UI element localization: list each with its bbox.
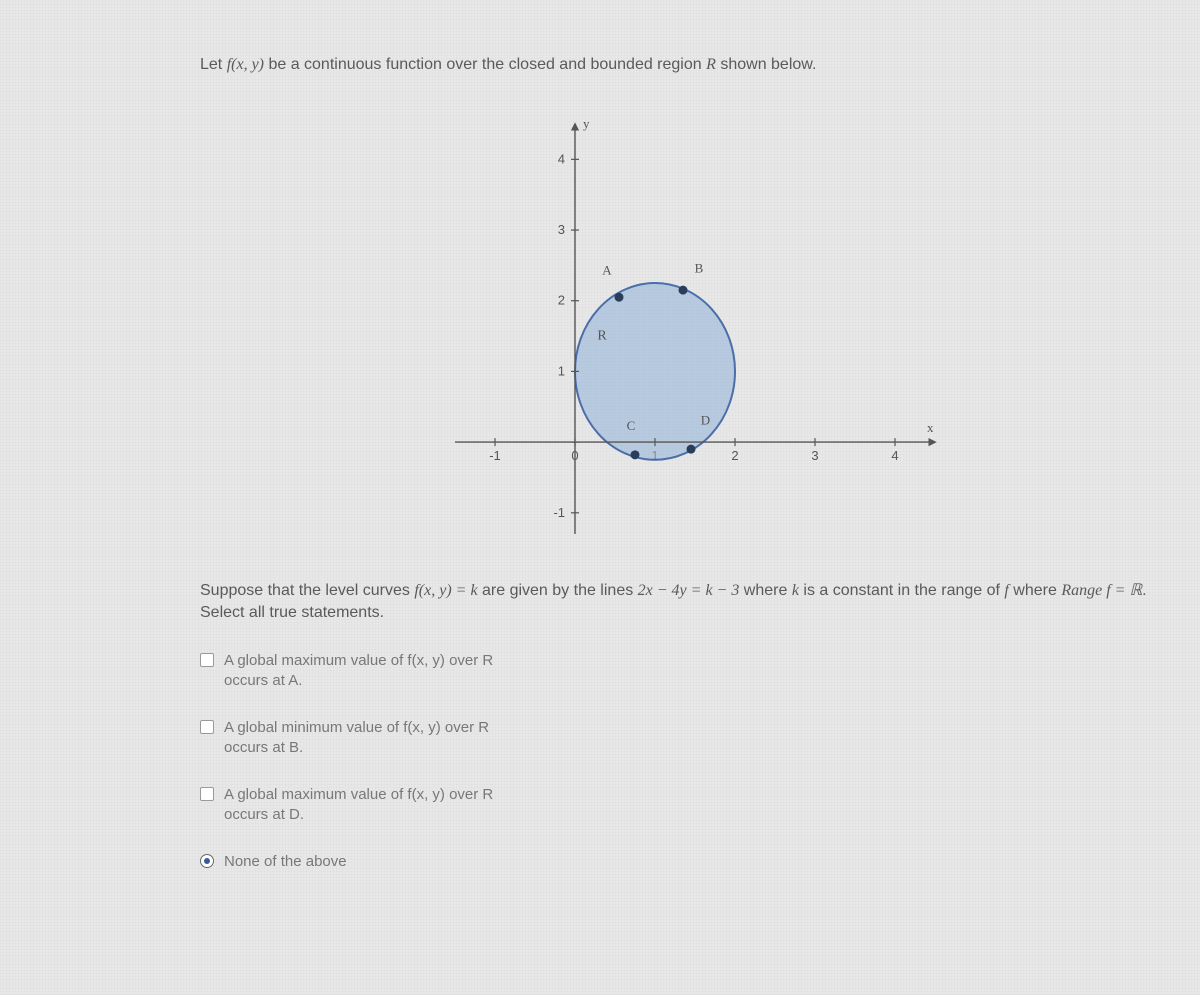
answer-text-2: A global maximum value of f(x, y) over R…: [224, 785, 493, 824]
answer-option-2[interactable]: A global maximum value of f(x, y) over R…: [200, 785, 1170, 824]
svg-text:2: 2: [731, 448, 738, 463]
answer-option-3[interactable]: None of the above: [200, 852, 1170, 872]
svg-text:4: 4: [891, 448, 898, 463]
svg-text:-1: -1: [553, 505, 565, 520]
svg-text:y: y: [583, 116, 590, 131]
svg-text:D: D: [701, 412, 710, 427]
svg-text:1: 1: [558, 363, 565, 378]
svg-text:-1: -1: [489, 448, 501, 463]
svg-text:A: A: [602, 263, 612, 278]
answer-checkbox-2[interactable]: [200, 787, 214, 801]
svg-text:x: x: [927, 420, 934, 435]
region-chart: x y -1 0 2 3 4 -1 1 2 3 4 R A B C D 1: [200, 104, 1170, 564]
svg-text:3: 3: [811, 448, 818, 463]
answer-option-1[interactable]: A global minimum value of f(x, y) over R…: [200, 718, 1170, 757]
answer-text-1: A global minimum value of f(x, y) over R…: [224, 718, 489, 757]
chart-svg: x y -1 0 2 3 4 -1 1 2 3 4 R A B C D 1: [415, 104, 955, 564]
svg-text:R: R: [597, 329, 607, 344]
answer-list: A global maximum value of f(x, y) over R…: [200, 651, 1170, 872]
question-statement: Suppose that the level curves f(x, y) = …: [200, 580, 1170, 623]
svg-text:4: 4: [558, 151, 565, 166]
answer-checkbox-1[interactable]: [200, 720, 214, 734]
question-prompt: Let f(x, y) be a continuous function ove…: [200, 56, 1170, 74]
svg-text:2: 2: [558, 293, 565, 308]
svg-text:C: C: [627, 418, 636, 433]
answer-radio-3[interactable]: [200, 854, 214, 868]
svg-text:1: 1: [651, 448, 658, 463]
answer-checkbox-0[interactable]: [200, 653, 214, 667]
svg-text:B: B: [695, 260, 704, 275]
answer-text-0: A global maximum value of f(x, y) over R…: [224, 651, 493, 690]
answer-option-0[interactable]: A global maximum value of f(x, y) over R…: [200, 651, 1170, 690]
svg-text:0: 0: [571, 448, 578, 463]
answer-text-3: None of the above: [224, 852, 347, 872]
svg-text:3: 3: [558, 222, 565, 237]
